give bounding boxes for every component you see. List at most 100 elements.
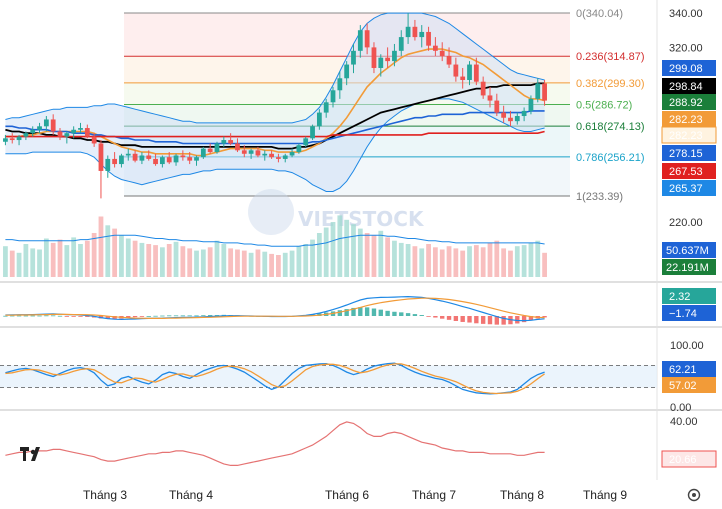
macd-hist-2 (16, 315, 22, 317)
macd-hist-12 (85, 316, 90, 317)
candle-body (282, 155, 288, 159)
candle-body (323, 102, 329, 113)
time-axis[interactable]: Tháng 3 Tháng 4 Tháng 6 Tháng 7 Tháng 8 Tháng… (83, 488, 627, 502)
candle-body (214, 143, 220, 153)
candle-52 (357, 25, 363, 58)
candle-body (146, 155, 152, 159)
candle-body (119, 155, 124, 165)
volume-bar-54 (371, 235, 377, 277)
candle-body (255, 150, 261, 156)
badge-bg (662, 60, 716, 76)
volume-bar-61 (419, 248, 425, 277)
candle-70 (480, 76, 486, 99)
volume-bar-76 (521, 245, 527, 277)
volume-bar-33 (228, 248, 234, 277)
badge-value: 2.32 (669, 291, 690, 303)
badge-bg (662, 288, 716, 304)
candle-body (207, 148, 213, 153)
candle-7 (50, 114, 56, 135)
candle-58 (398, 30, 404, 56)
candle-body (398, 37, 404, 51)
badge-value: −1.74 (669, 308, 697, 320)
volume-bar-21 (146, 244, 152, 277)
macd-hist-0 (3, 315, 8, 317)
candle-72 (494, 93, 500, 117)
gear-ring (687, 488, 701, 502)
volume-bar-36 (248, 252, 254, 277)
candle-body (194, 157, 199, 161)
volume-ma-line (5, 234, 545, 247)
candle-28 (194, 155, 199, 166)
candle-79 (542, 79, 547, 106)
volume-bar-41 (282, 252, 288, 277)
volume-bar-45 (310, 239, 315, 277)
macd-hist-53 (364, 307, 370, 316)
candle-body (378, 57, 384, 68)
bollinger-upper (5, 12, 545, 124)
price-badge-1: 298.84 (662, 78, 716, 94)
candle-2 (16, 134, 22, 146)
volume-bar-79 (542, 252, 547, 277)
candle-60 (412, 19, 418, 41)
macd-hist-50 (344, 309, 349, 316)
volume-bar-20 (139, 242, 145, 277)
volume-badge-0: 50.637M (662, 242, 716, 258)
candle-body (228, 140, 234, 144)
macd-hist-79 (542, 316, 547, 318)
candle-14 (98, 140, 104, 199)
gear-icon[interactable] (687, 488, 701, 502)
candle-body (508, 117, 513, 122)
volume-bar-53 (364, 233, 370, 277)
candle-47 (323, 98, 329, 118)
macd-hist-15 (105, 316, 110, 319)
macd-hist-22 (153, 315, 158, 317)
badge-value: 57.02 (669, 380, 697, 392)
macd-hist-69 (474, 316, 479, 324)
stoch-tick-top: 100.00 (670, 340, 704, 352)
macd-hist-9 (64, 316, 70, 317)
fib-label-0: 0(340.04) (576, 8, 623, 20)
candle-body (3, 138, 8, 142)
stoch-tick-bottom: 0.00 (670, 402, 691, 414)
price-axis[interactable]: 340.00 320.00 220.00 (669, 8, 703, 229)
candle-body (98, 143, 104, 171)
candle-46 (316, 109, 322, 130)
volume-bar-68 (467, 246, 472, 277)
volume-bar-47 (323, 227, 329, 277)
stoch-d-line (5, 363, 545, 395)
macd-hist-24 (167, 315, 172, 317)
volume-bar-3 (23, 244, 29, 277)
volume-bar-13 (91, 233, 97, 277)
volume-bar-7 (50, 242, 56, 277)
candle-body (344, 64, 350, 79)
rsi-tick: 40.00 (670, 416, 698, 428)
volume-bar-29 (200, 249, 206, 277)
candle-body (57, 131, 63, 137)
volume-bar-63 (432, 247, 438, 277)
month-label-3: Tháng 7 (412, 488, 456, 502)
rsi-pane: 40.00 20.66 (5, 416, 717, 468)
watermark-logo (248, 189, 294, 235)
volume-bar-56 (385, 237, 391, 277)
price-badge-2: 288.92 (662, 94, 716, 110)
candle-40 (276, 153, 281, 163)
volume-bar-70 (480, 247, 486, 277)
candle-body (385, 57, 391, 62)
candle-9 (64, 131, 70, 144)
badge-value: 62.21 (669, 364, 697, 376)
candle-body (125, 153, 131, 156)
macd-signal-line (5, 297, 545, 319)
candle-body (241, 150, 247, 154)
price-badge-4: 282.23 (661, 126, 717, 144)
volume-bar-69 (473, 245, 479, 277)
candle-39 (269, 150, 274, 159)
candle-24 (166, 152, 172, 165)
watermark: VIETSTOCK (248, 189, 425, 235)
candle-body (296, 145, 302, 153)
candle-6 (43, 116, 49, 132)
price-badges: 299.08 298.84 288.92 282.23 282.23 278.15 267.… (661, 60, 717, 196)
fib-zone-0 (124, 13, 570, 57)
candle-body (330, 90, 336, 103)
